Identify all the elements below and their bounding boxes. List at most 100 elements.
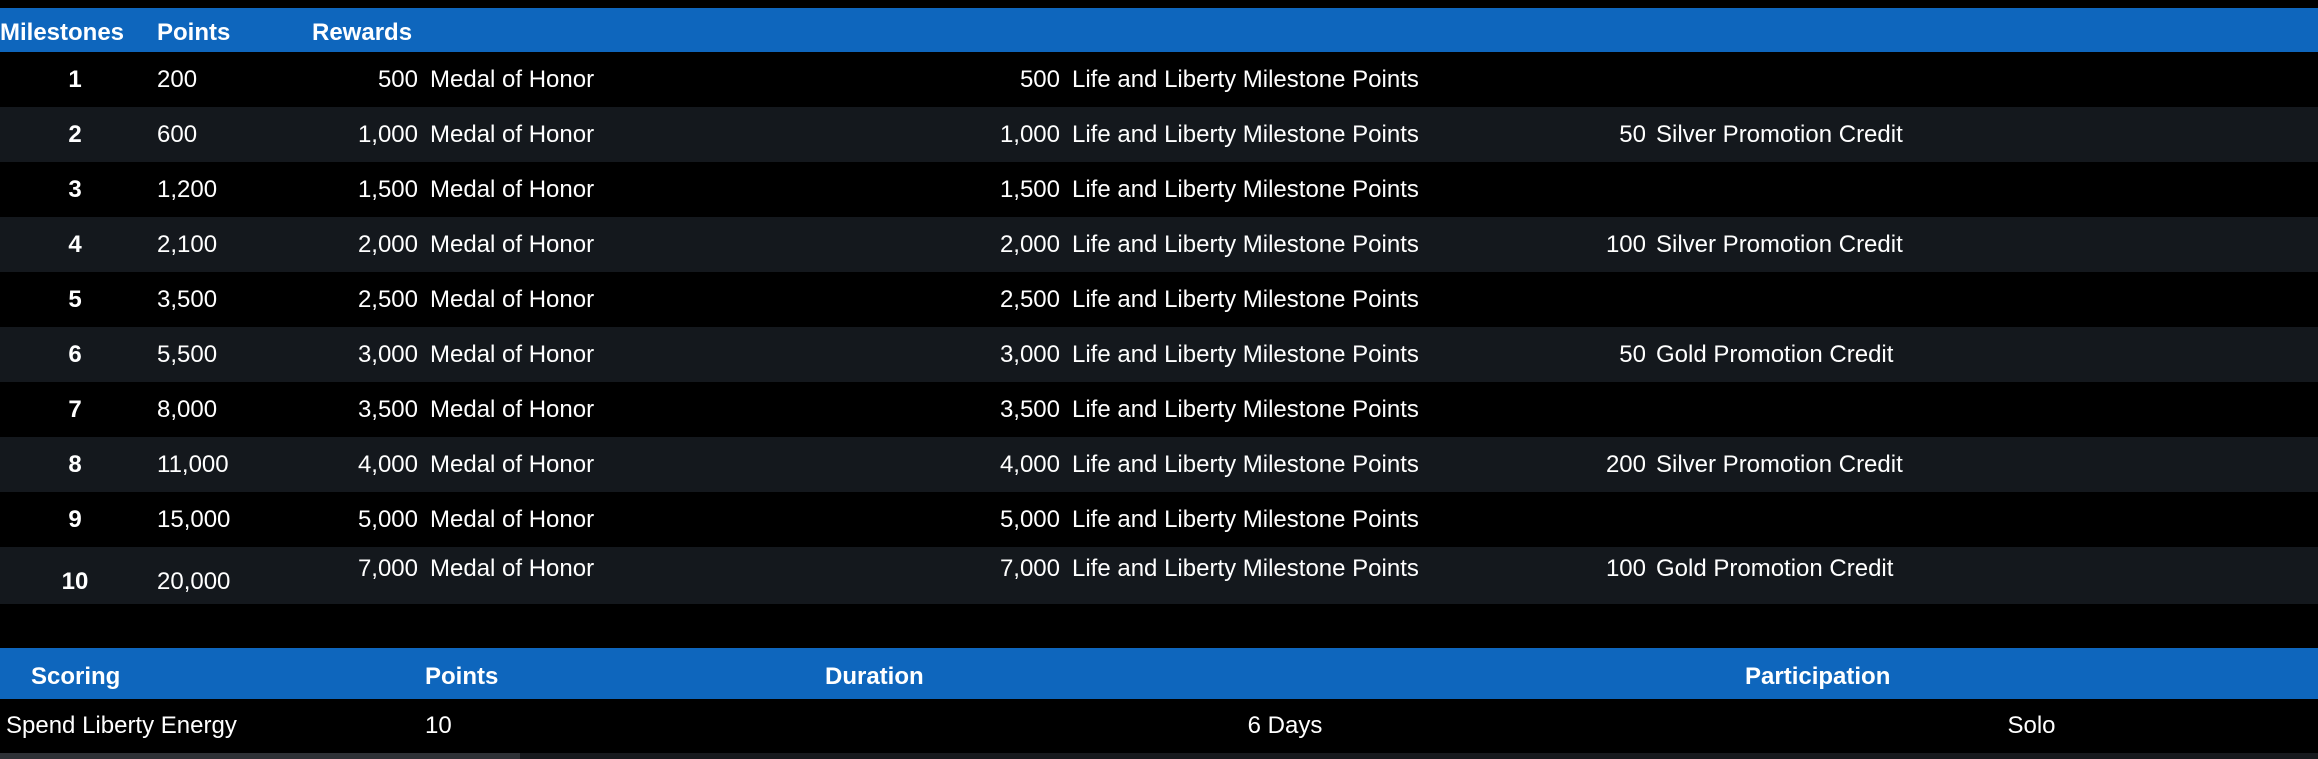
column-header-rewards: Rewards (310, 8, 2318, 52)
reward3-qty-text: 50 (1619, 120, 1646, 148)
reward2-name: Life and Liberty Milestone Points (1062, 327, 1540, 382)
reward1-name: Medal of Honor (420, 107, 950, 162)
reward1-qty: 3,500 (310, 382, 420, 437)
reward2-qty: 2,000 (950, 217, 1062, 272)
reward2-qty: 500 (950, 52, 1062, 107)
scoring-header-row: Scoring Points Duration Participation (0, 648, 2318, 699)
reward2-qty: 4,000 (950, 437, 1062, 492)
reward3-qty (1540, 162, 1648, 217)
milestone-number: 4 (0, 217, 150, 272)
milestone-row: 9 15,000 5,000 Medal of Honor 5,000 Life and … (0, 492, 2318, 547)
reward3-name (1648, 162, 2318, 217)
points-value-text: 600 (157, 120, 198, 148)
milestone-number-text: 3 (68, 175, 82, 203)
reward2-qty: 2,500 (950, 272, 1062, 327)
reward2-qty-text: 2,000 (999, 230, 1060, 258)
milestone-number-text: 6 (68, 340, 82, 368)
reward3-name-text: Silver Promotion Credit (1656, 450, 1903, 478)
reward2-name-text: Life and Liberty Milestone Points (1072, 120, 1419, 148)
reward3-qty-text: 100 (1605, 554, 1646, 582)
horizontal-scrollbar[interactable] (0, 753, 2318, 759)
column-header-scoring: Scoring (0, 648, 420, 699)
milestone-number: 10 (0, 547, 150, 604)
reward3-name-text: Gold Promotion Credit (1656, 554, 1894, 582)
reward1-qty: 3,000 (310, 327, 420, 382)
reward1-name-text: Medal of Honor (430, 230, 595, 258)
reward2-name-text: Life and Liberty Milestone Points (1072, 505, 1419, 533)
reward3-name (1648, 492, 2318, 547)
reward2-name: Life and Liberty Milestone Points (1062, 437, 1540, 492)
milestones-table: Milestones Points Rewards 1 200 500 Medal o… (0, 8, 2318, 604)
reward2-qty: 5,000 (950, 492, 1062, 547)
reward3-qty (1540, 52, 1648, 107)
reward3-qty (1540, 382, 1648, 437)
reward1-qty: 1,000 (310, 107, 420, 162)
points-value-text: 8,000 (157, 395, 218, 423)
reward2-qty-text: 3,500 (999, 395, 1060, 423)
milestone-row: 8 11,000 4,000 Medal of Honor 4,000 Life and … (0, 437, 2318, 492)
reward1-qty-text: 2,500 (357, 285, 418, 313)
points-value: 11,000 (150, 437, 310, 492)
reward2-qty: 1,000 (950, 107, 1062, 162)
milestone-number-text: 4 (68, 230, 82, 258)
milestone-row: 10 20,000 7,000 Medal of Honor 7,000 Life and… (0, 547, 2318, 604)
scoring-row: Spend Liberty Energy 10 6 Days Solo (0, 699, 2318, 753)
milestone-number-text: 9 (68, 505, 82, 533)
reward1-qty-text: 500 (377, 65, 418, 93)
reward3-name: Silver Promotion Credit (1648, 217, 2318, 272)
milestone-number-text: 8 (68, 450, 82, 478)
reward2-name: Life and Liberty Milestone Points (1062, 107, 1540, 162)
reward3-name-text: Silver Promotion Credit (1656, 120, 1903, 148)
reward2-name-text: Life and Liberty Milestone Points (1072, 175, 1419, 203)
reward3-qty: 200 (1540, 437, 1648, 492)
reward1-qty: 500 (310, 52, 420, 107)
milestone-number-text: 10 (61, 567, 89, 595)
reward1-qty-text: 3,500 (357, 395, 418, 423)
reward2-name-text: Life and Liberty Milestone Points (1072, 285, 1419, 313)
reward2-name: Life and Liberty Milestone Points (1062, 492, 1540, 547)
points-value: 5,500 (150, 327, 310, 382)
reward3-qty-text: 50 (1619, 340, 1646, 368)
reward2-qty: 3,000 (950, 327, 1062, 382)
reward2-qty: 7,000 (950, 547, 1062, 604)
reward1-name-text: Medal of Honor (430, 285, 595, 313)
points-value-text: 11,000 (157, 450, 229, 478)
milestone-row: 6 5,500 3,000 Medal of Honor 3,000 Life and L… (0, 327, 2318, 382)
reward1-qty-text: 4,000 (357, 450, 418, 478)
points-value-text: 15,000 (157, 505, 231, 533)
points-value: 2,100 (150, 217, 310, 272)
reward2-qty-text: 2,500 (999, 285, 1060, 313)
reward3-qty: 50 (1540, 327, 1648, 382)
milestone-number: 3 (0, 162, 150, 217)
points-value: 3,500 (150, 272, 310, 327)
reward3-qty: 100 (1540, 547, 1648, 604)
milestone-number: 9 (0, 492, 150, 547)
reward3-qty: 100 (1540, 217, 1648, 272)
points-value: 20,000 (150, 547, 310, 604)
points-value-text: 1,200 (157, 175, 218, 203)
scrollbar-thumb[interactable] (0, 753, 520, 759)
reward3-name: Silver Promotion Credit (1648, 107, 2318, 162)
reward1-name-text: Medal of Honor (430, 554, 595, 582)
reward2-name-text: Life and Liberty Milestone Points (1072, 450, 1419, 478)
milestone-row: 5 3,500 2,500 Medal of Honor 2,500 Life and L… (0, 272, 2318, 327)
milestone-number-text: 2 (68, 120, 82, 148)
reward1-name: Medal of Honor (420, 52, 950, 107)
scoring-points-value: 10 (425, 712, 452, 739)
points-value: 15,000 (150, 492, 310, 547)
reward3-qty-text: 200 (1605, 450, 1646, 478)
reward2-name-text: Life and Liberty Milestone Points (1072, 230, 1419, 258)
reward3-name: Silver Promotion Credit (1648, 437, 2318, 492)
points-value-text: 2,100 (157, 230, 218, 258)
reward2-name-text: Life and Liberty Milestone Points (1072, 554, 1419, 582)
column-header-milestones: Milestones (0, 8, 150, 52)
reward2-name: Life and Liberty Milestone Points (1062, 162, 1540, 217)
scoring-participation-value: Solo (2007, 712, 2056, 739)
column-header-points: Points (150, 8, 310, 52)
milestone-number: 2 (0, 107, 150, 162)
reward1-name: Medal of Honor (420, 327, 950, 382)
reward3-name-text: Gold Promotion Credit (1656, 340, 1894, 368)
reward2-name: Life and Liberty Milestone Points (1062, 272, 1540, 327)
reward2-name: Life and Liberty Milestone Points (1062, 52, 1540, 107)
reward1-qty-text: 2,000 (357, 230, 418, 258)
